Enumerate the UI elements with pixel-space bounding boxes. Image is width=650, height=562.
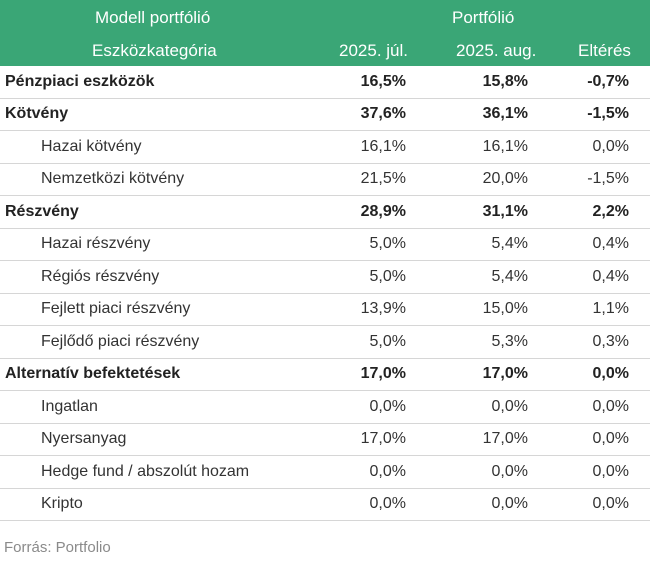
table-row: Ingatlan 0,0% 0,0% 0,0%	[0, 391, 650, 424]
value-jul: 16,5%	[360, 72, 406, 90]
value-aug: 20,0%	[482, 170, 528, 188]
table-row: Hazai részvény 5,0% 5,4% 0,4%	[0, 229, 650, 261]
value-jul: 13,9%	[360, 300, 406, 318]
value-aug: 5,4%	[491, 235, 528, 253]
value-jul: 17,0%	[360, 430, 406, 448]
value-aug: 15,8%	[482, 72, 528, 90]
table-row: Kripto 0,0% 0,0% 0,0%	[0, 489, 650, 521]
value-aug: 36,1%	[482, 105, 528, 123]
value-diff: 0,0%	[592, 137, 629, 155]
value-diff: 0,0%	[592, 495, 629, 513]
table-row: Hedge fund / abszolút hozam 0,0% 0,0% 0,0%	[0, 456, 650, 489]
value-aug: 17,0%	[482, 365, 528, 383]
row-label: Fejlődő piaci részvény	[41, 332, 200, 350]
value-diff: -1,5%	[587, 105, 629, 123]
value-diff: 0,3%	[592, 332, 629, 350]
table-row: Hazai kötvény 16,1% 16,1% 0,0%	[0, 131, 650, 164]
value-diff: -0,7%	[587, 72, 629, 90]
value-aug: 5,3%	[491, 332, 528, 350]
value-aug: 31,1%	[482, 202, 528, 220]
row-label: Fejlett piaci részvény	[41, 300, 191, 318]
row-label: Ingatlan	[41, 397, 98, 415]
value-diff: 0,0%	[592, 462, 629, 480]
row-label: Kötvény	[5, 105, 69, 123]
value-diff: 0,4%	[592, 235, 629, 253]
header-portfolio: Portfólió	[452, 8, 515, 27]
value-aug: 16,1%	[482, 137, 528, 155]
value-jul: 16,1%	[360, 137, 406, 155]
value-jul: 17,0%	[360, 365, 406, 383]
table-row-category: Alternatív befektetések 17,0% 17,0% 0,0%	[0, 359, 650, 391]
value-aug: 17,0%	[482, 430, 528, 448]
value-jul: 37,6%	[360, 105, 406, 123]
table-row: Fejlődő piaci részvény 5,0% 5,3% 0,3%	[0, 326, 650, 359]
header-model-portfolio: Modell portfólió	[95, 8, 211, 27]
table-row-category: Kötvény 37,6% 36,1% -1,5%	[0, 99, 650, 131]
row-label: Régiós részvény	[41, 267, 160, 285]
value-jul: 0,0%	[369, 495, 406, 513]
table-row-category: Részvény 28,9% 31,1% 2,2%	[0, 196, 650, 229]
row-label: Nyersanyag	[41, 430, 127, 448]
value-diff: 1,1%	[592, 300, 629, 318]
value-diff: 0,0%	[592, 397, 629, 415]
header-col-jul: 2025. júl.	[339, 41, 408, 60]
header-col-aug: 2025. aug.	[456, 41, 537, 60]
source-note: Forrás: Portfolio	[4, 539, 111, 556]
row-label: Pénzpiaci eszközök	[5, 72, 155, 90]
value-aug: 15,0%	[482, 300, 528, 318]
row-label: Nemzetközi kötvény	[41, 170, 185, 188]
table-row: Nyersanyag 17,0% 17,0% 0,0%	[0, 424, 650, 456]
value-aug: 0,0%	[491, 462, 528, 480]
value-diff: 0,0%	[592, 430, 629, 448]
value-diff: -1,5%	[587, 170, 629, 188]
value-diff: 0,0%	[592, 365, 629, 383]
row-label: Alternatív befektetések	[5, 365, 181, 383]
row-label: Részvény	[5, 202, 79, 220]
table-header: Modell portfólió Eszközkategória Portfól…	[0, 0, 650, 66]
value-diff: 0,4%	[592, 267, 629, 285]
portfolio-table: Modell portfólió Eszközkategória Portfól…	[0, 0, 650, 521]
table-row: Nemzetközi kötvény 21,5% 20,0% -1,5%	[0, 164, 650, 196]
row-label: Kripto	[41, 495, 83, 513]
table-row: Fejlett piaci részvény 13,9% 15,0% 1,1%	[0, 294, 650, 326]
value-aug: 0,0%	[491, 495, 528, 513]
row-label: Hedge fund / abszolút hozam	[41, 462, 250, 480]
value-jul: 5,0%	[369, 267, 406, 285]
header-asset-category: Eszközkategória	[92, 41, 217, 60]
value-diff: 2,2%	[592, 202, 629, 220]
value-jul: 0,0%	[369, 462, 406, 480]
table-row: Régiós részvény 5,0% 5,4% 0,4%	[0, 261, 650, 294]
table-body: Pénzpiaci eszközök 16,5% 15,8% -0,7% Kötvény…	[0, 66, 650, 521]
value-jul: 21,5%	[360, 170, 406, 188]
value-jul: 5,0%	[369, 235, 406, 253]
header-col-diff: Eltérés	[578, 41, 631, 60]
value-aug: 0,0%	[491, 397, 528, 415]
value-jul: 5,0%	[369, 332, 406, 350]
row-label: Hazai részvény	[41, 235, 151, 253]
row-label: Hazai kötvény	[41, 137, 142, 155]
table-row-category: Pénzpiaci eszközök 16,5% 15,8% -0,7%	[0, 66, 650, 99]
value-jul: 0,0%	[369, 397, 406, 415]
value-jul: 28,9%	[360, 202, 406, 220]
value-aug: 5,4%	[491, 267, 528, 285]
